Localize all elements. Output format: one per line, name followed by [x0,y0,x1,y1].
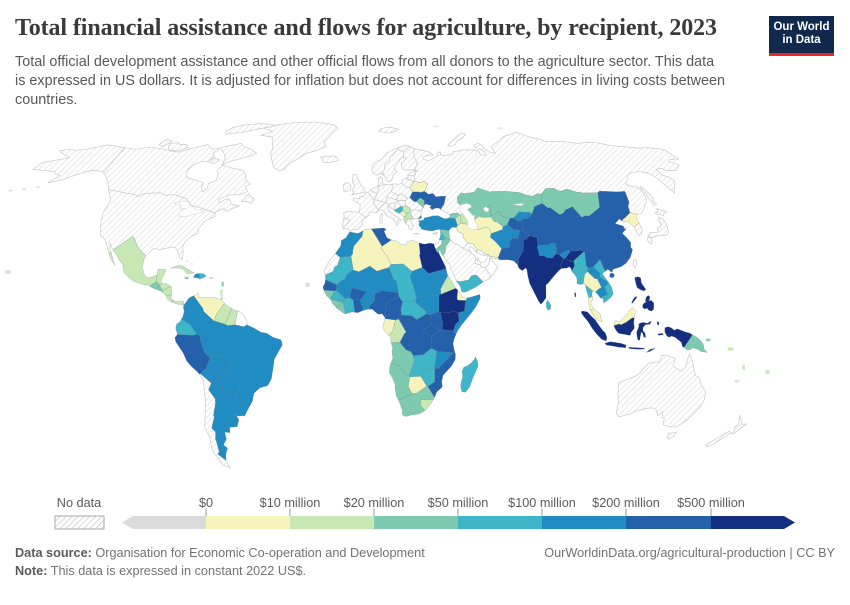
svg-text:$200 million: $200 million [592,496,660,510]
svg-text:$100 million: $100 million [508,496,576,510]
svg-text:$20 million: $20 million [344,496,405,510]
svg-text:No data: No data [57,496,102,510]
svg-text:$0: $0 [199,496,213,510]
svg-text:$10 million: $10 million [260,496,321,510]
svg-text:$500 million: $500 million [677,496,745,510]
svg-text:$50 million: $50 million [428,496,489,510]
